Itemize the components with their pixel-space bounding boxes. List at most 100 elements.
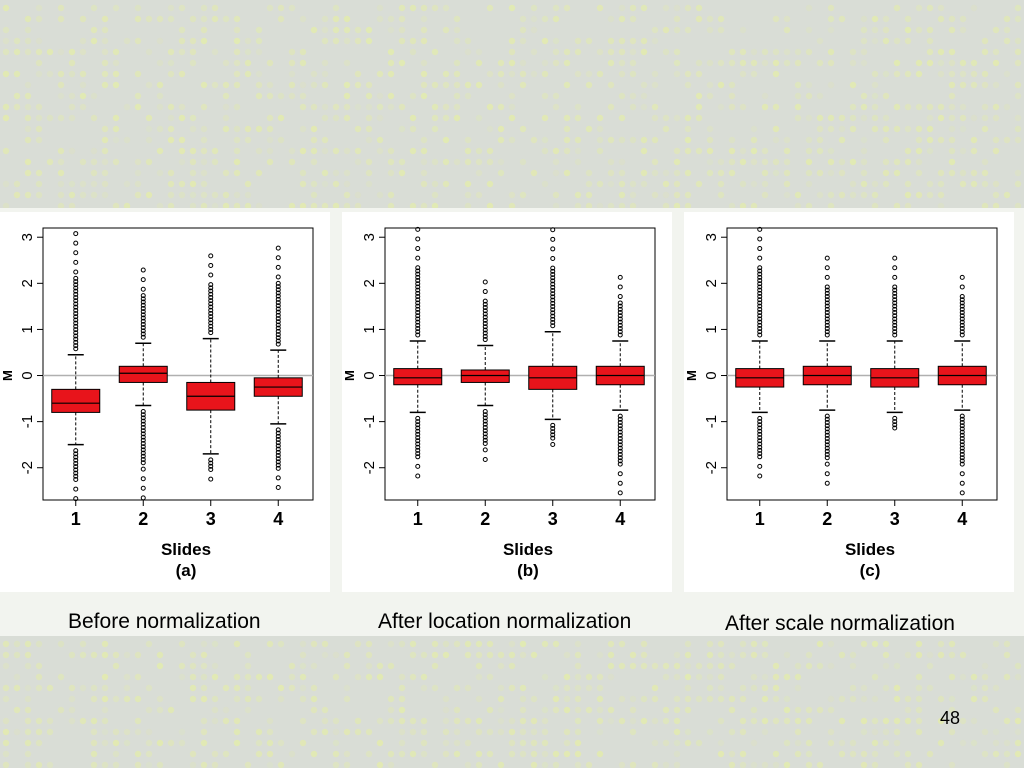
microarray-spot <box>310 103 318 111</box>
outlier-point <box>892 415 898 421</box>
microarray-spot <box>739 695 747 703</box>
microarray-spot <box>816 59 824 67</box>
microarray-spot <box>640 169 648 177</box>
microarray-spot <box>860 180 868 188</box>
microarray-spot <box>332 673 340 681</box>
microarray-spot <box>794 202 802 208</box>
microarray-spot <box>310 662 318 670</box>
microarray-spot <box>222 169 230 177</box>
microarray-spot <box>2 761 10 768</box>
microarray-spot <box>79 37 87 45</box>
microarray-spot <box>24 728 32 736</box>
outlier-point <box>617 442 623 448</box>
outlier-point <box>824 436 830 442</box>
microarray-spot <box>2 103 10 111</box>
microarray-spot <box>673 59 681 67</box>
outlier-point <box>757 425 763 431</box>
outlier-point <box>617 429 623 435</box>
microarray-spot <box>761 169 769 177</box>
microarray-spot <box>420 684 428 692</box>
microarray-spot <box>134 169 142 177</box>
microarray-spot <box>398 15 406 23</box>
microarray-spot <box>640 103 648 111</box>
outlier-point <box>482 412 488 418</box>
microarray-spot <box>145 684 153 692</box>
microarray-spot <box>904 180 912 188</box>
microarray-spot <box>794 81 802 89</box>
microarray-spot <box>937 169 945 177</box>
microarray-spot <box>519 728 527 736</box>
outlier-point <box>415 310 421 316</box>
microarray-spot <box>464 92 472 100</box>
microarray-spot <box>211 750 219 758</box>
microarray-spot <box>750 180 758 188</box>
microarray-spot <box>706 136 714 144</box>
outlier-point <box>275 459 281 465</box>
y-tick-label: 0 <box>361 371 378 379</box>
microarray-spot <box>266 136 274 144</box>
outlier-point <box>757 329 763 335</box>
microarray-spot <box>827 4 835 12</box>
outlier-point <box>482 333 488 339</box>
outlier-point <box>73 269 79 275</box>
microarray-spot <box>475 169 483 177</box>
microarray-spot <box>156 103 164 111</box>
microarray-spot <box>563 750 571 758</box>
microarray-spot <box>607 202 615 208</box>
microarray-spot <box>750 147 758 155</box>
microarray-spot <box>882 640 890 648</box>
x-axis-label: Slides <box>845 540 895 559</box>
outlier-point <box>959 429 965 435</box>
microarray-spot <box>156 739 164 747</box>
microarray-spot <box>717 169 725 177</box>
microarray-spot <box>299 717 307 725</box>
microarray-spot <box>255 169 263 177</box>
microarray-spot <box>497 651 505 659</box>
microarray-spot <box>915 728 923 736</box>
outlier-point <box>617 445 623 451</box>
microarray-spot <box>167 706 175 714</box>
microarray-spot <box>783 651 791 659</box>
microarray-spot <box>57 4 65 12</box>
microarray-spot <box>211 706 219 714</box>
microarray-spot <box>299 662 307 670</box>
microarray-spot <box>552 191 560 199</box>
microarray-spot <box>596 180 604 188</box>
microarray-spot <box>101 684 109 692</box>
microarray-spot <box>244 673 252 681</box>
microarray-spot <box>288 81 296 89</box>
microarray-spot <box>321 640 329 648</box>
microarray-spot <box>739 640 747 648</box>
microarray-spot <box>233 169 241 177</box>
microarray-spot <box>486 202 494 208</box>
microarray-spot <box>475 158 483 166</box>
microarray-spot <box>79 15 87 23</box>
outlier-point <box>415 419 421 425</box>
outlier-point <box>73 454 79 460</box>
microarray-spot <box>761 147 769 155</box>
microarray-spot <box>156 125 164 133</box>
microarray-spot <box>673 180 681 188</box>
microarray-spot <box>222 81 230 89</box>
microarray-spot <box>90 180 98 188</box>
outlier-point <box>892 329 898 335</box>
outlier-point <box>482 447 488 453</box>
microarray-spot <box>618 662 626 670</box>
microarray-spot <box>893 4 901 12</box>
microarray-spot <box>343 147 351 155</box>
microarray-spot <box>376 15 384 23</box>
microarray-spot <box>794 750 802 758</box>
microarray-spot <box>761 673 769 681</box>
microarray-spot <box>552 37 560 45</box>
y-tick-label: -2 <box>19 461 36 474</box>
microarray-spot <box>838 15 846 23</box>
microarray-spot <box>464 640 472 648</box>
microarray-spot <box>574 750 582 758</box>
microarray-spot <box>585 202 593 208</box>
microarray-spot <box>398 706 406 714</box>
microarray-spot <box>464 81 472 89</box>
microarray-spot <box>354 147 362 155</box>
microarray-spot <box>893 103 901 111</box>
outlier-point <box>140 460 146 466</box>
microarray-spot <box>530 26 538 34</box>
